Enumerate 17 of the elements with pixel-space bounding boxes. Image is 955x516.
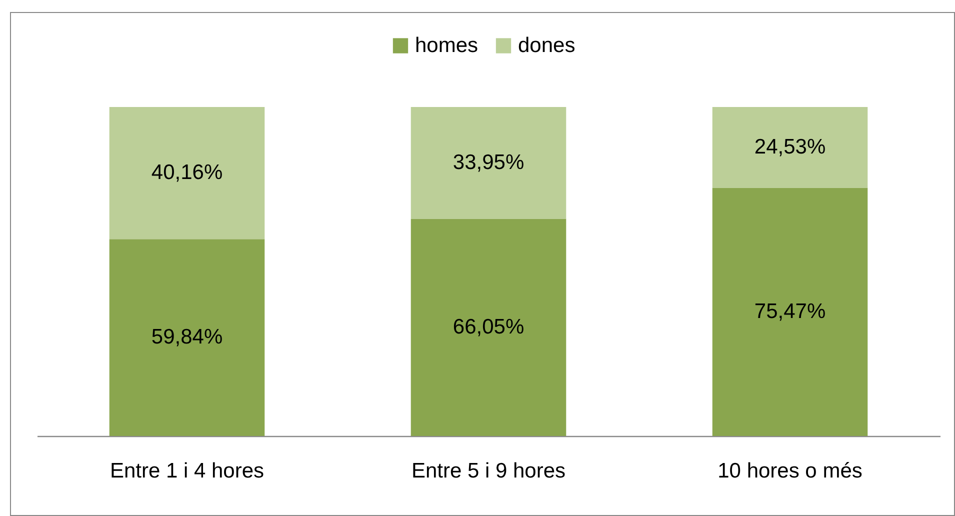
legend-label: dones: [518, 34, 576, 57]
data-label: 59,84%: [151, 326, 223, 349]
bar: [712, 107, 868, 188]
bar: [109, 107, 265, 240]
data-label: 66,05%: [452, 315, 524, 338]
data-label: 33,95%: [452, 150, 524, 174]
bar: [410, 218, 566, 436]
bar: [109, 239, 265, 436]
bar: [712, 188, 868, 436]
bar: [410, 107, 566, 219]
data-label: 75,47%: [754, 300, 826, 323]
x-tick-label: Entre 5 i 9 hores: [411, 460, 566, 482]
legend-label: homes: [415, 34, 478, 57]
data-label: 40,16%: [151, 161, 223, 184]
data-label: 24,53%: [754, 135, 826, 158]
x-tick-label: Entre 1 i 4 hores: [110, 460, 264, 482]
x-tick-label: 10 hores o més: [718, 460, 862, 482]
